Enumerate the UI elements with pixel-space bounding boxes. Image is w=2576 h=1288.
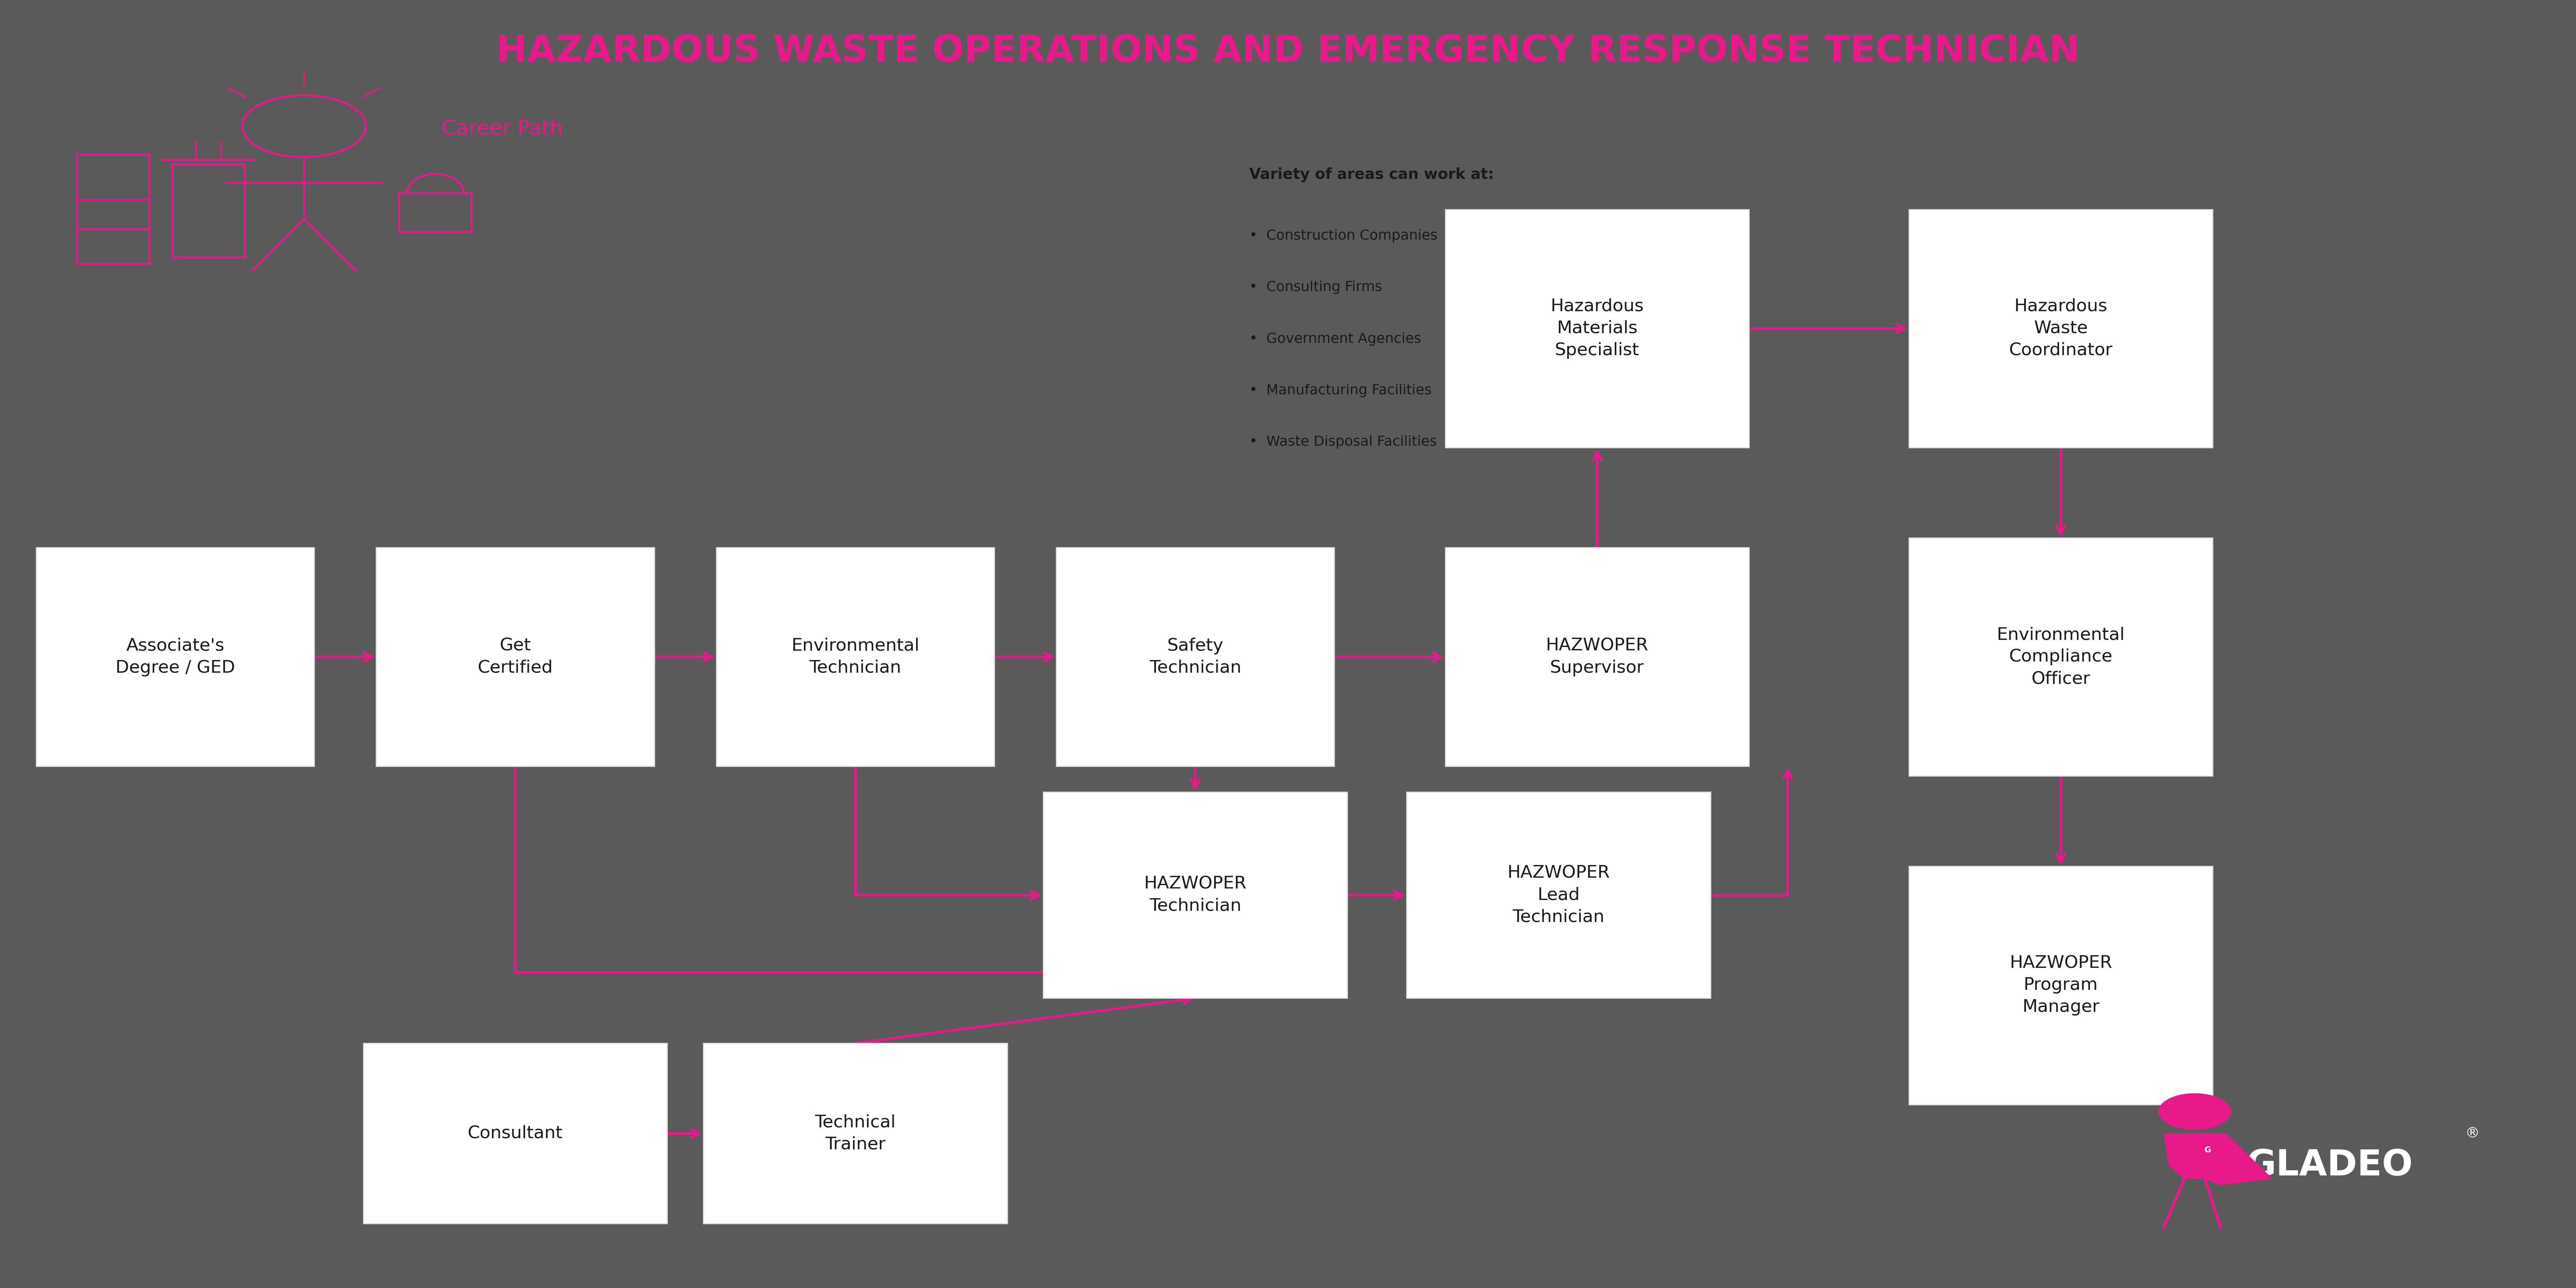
Text: Career Path: Career Path: [440, 118, 564, 139]
FancyBboxPatch shape: [1445, 547, 1749, 766]
Text: HAZWOPER
Technician: HAZWOPER Technician: [1144, 876, 1247, 914]
Text: Consultant: Consultant: [469, 1124, 562, 1142]
Text: Safety
Technician: Safety Technician: [1149, 638, 1242, 676]
Text: HAZWOPER
Supervisor: HAZWOPER Supervisor: [1546, 638, 1649, 676]
Text: •  Construction Companies: • Construction Companies: [1249, 229, 1437, 242]
FancyBboxPatch shape: [716, 547, 994, 766]
Text: Get
Certified: Get Certified: [477, 638, 554, 676]
Text: •  Consulting Firms: • Consulting Firms: [1249, 281, 1383, 294]
Text: Hazardous
Waste
Coordinator: Hazardous Waste Coordinator: [2009, 298, 2112, 359]
Text: •  Manufacturing Facilities: • Manufacturing Facilities: [1249, 384, 1432, 397]
Text: HAZWOPER
Program
Manager: HAZWOPER Program Manager: [2009, 954, 2112, 1016]
Text: Environmental
Compliance
Officer: Environmental Compliance Officer: [1996, 626, 2125, 688]
FancyBboxPatch shape: [1909, 210, 2213, 448]
FancyBboxPatch shape: [1909, 538, 2213, 775]
Text: Variety of areas can work at:: Variety of areas can work at:: [1249, 167, 1494, 183]
FancyBboxPatch shape: [36, 547, 314, 766]
Text: HAZARDOUS WASTE OPERATIONS AND EMERGENCY RESPONSE TECHNICIAN: HAZARDOUS WASTE OPERATIONS AND EMERGENCY…: [497, 33, 2079, 70]
Text: Environmental
Technician: Environmental Technician: [791, 638, 920, 676]
Text: Hazardous
Materials
Specialist: Hazardous Materials Specialist: [1551, 298, 1643, 359]
FancyBboxPatch shape: [1043, 792, 1347, 998]
FancyBboxPatch shape: [363, 1043, 667, 1224]
Polygon shape: [2164, 1133, 2272, 1185]
Text: •  Waste Disposal Facilities: • Waste Disposal Facilities: [1249, 435, 1437, 448]
FancyBboxPatch shape: [1909, 866, 2213, 1105]
Text: Associate's
Degree / GED: Associate's Degree / GED: [116, 638, 234, 676]
Text: GLADEO: GLADEO: [2246, 1149, 2414, 1182]
FancyBboxPatch shape: [1406, 792, 1710, 998]
Text: ®: ®: [2465, 1127, 2481, 1140]
Circle shape: [2159, 1094, 2231, 1130]
FancyBboxPatch shape: [1056, 547, 1334, 766]
FancyBboxPatch shape: [376, 547, 654, 766]
Text: HAZWOPER
Lead
Technician: HAZWOPER Lead Technician: [1507, 864, 1610, 926]
FancyBboxPatch shape: [1445, 210, 1749, 448]
Text: •  Government Agencies: • Government Agencies: [1249, 332, 1422, 345]
Text: G: G: [2205, 1146, 2210, 1154]
FancyBboxPatch shape: [703, 1043, 1007, 1224]
Text: Technical
Trainer: Technical Trainer: [814, 1114, 896, 1153]
